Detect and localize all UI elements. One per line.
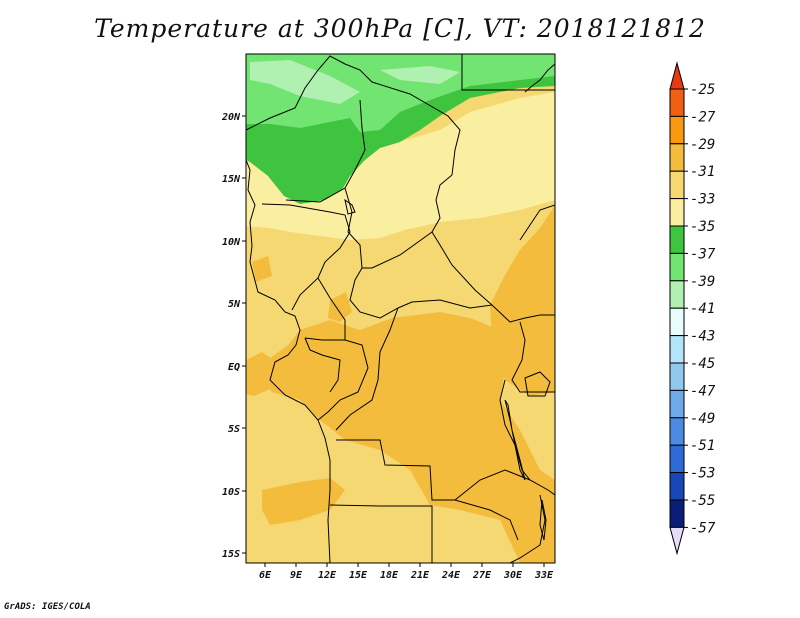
colorbar-top-arrow bbox=[669, 61, 685, 90]
colorbar-label: -29 bbox=[690, 137, 715, 153]
colorbar-swatch bbox=[669, 499, 685, 528]
border-libya bbox=[461, 54, 555, 91]
colorbar-swatch bbox=[669, 389, 685, 419]
border-car bbox=[349, 267, 493, 319]
lat-label: EQ bbox=[228, 362, 240, 373]
lake-malawi bbox=[539, 499, 547, 541]
map-frame bbox=[245, 53, 556, 564]
colorbar-swatch bbox=[669, 170, 685, 200]
map-panel bbox=[246, 54, 555, 563]
lat-label: 5S bbox=[228, 424, 240, 435]
border-ethiopia bbox=[519, 204, 555, 241]
colorbar-swatch bbox=[669, 444, 685, 474]
border-gabon bbox=[304, 337, 341, 393]
lon-label: 6E bbox=[259, 570, 272, 581]
colorbar-label: -31 bbox=[690, 164, 715, 180]
colorbar-swatch bbox=[669, 472, 685, 501]
colorbar-label: -25 bbox=[690, 82, 715, 98]
coastline-west bbox=[246, 159, 331, 563]
lon-label: 27E bbox=[472, 570, 492, 581]
field-light-yellow-north bbox=[246, 92, 555, 240]
colorbar-label: -33 bbox=[690, 192, 715, 208]
field-orange-patch-w2 bbox=[252, 256, 272, 282]
border-cameroon bbox=[304, 277, 346, 341]
border-mali-niger bbox=[246, 55, 461, 176]
lake-victoria bbox=[524, 371, 551, 397]
lat-label: 10S bbox=[222, 487, 240, 498]
colorbar-swatch bbox=[669, 335, 685, 364]
border-se bbox=[509, 494, 546, 563]
field-orange-congo bbox=[260, 312, 555, 563]
lat-label: 5N bbox=[228, 299, 241, 310]
border-east-2 bbox=[511, 321, 555, 393]
colorbar-swatch bbox=[669, 362, 685, 391]
colorbar-label: -51 bbox=[690, 438, 715, 454]
colorbar-label: -41 bbox=[690, 301, 715, 317]
lat-label: 10N bbox=[222, 237, 241, 248]
colorbar-label: -53 bbox=[690, 466, 715, 482]
colorbar-label: -37 bbox=[690, 246, 716, 262]
lat-label: 15S bbox=[222, 549, 240, 560]
colorbar-label: -57 bbox=[690, 520, 716, 536]
lon-label: 30E bbox=[503, 570, 523, 581]
lat-label: 15N bbox=[222, 174, 241, 185]
colorbar-swatch bbox=[669, 252, 685, 282]
lon-label: 33E bbox=[534, 570, 554, 581]
colorbar-label: -55 bbox=[690, 493, 715, 509]
field-orange-east bbox=[490, 205, 555, 396]
field-orange-south bbox=[262, 478, 345, 525]
colorbar-swatch bbox=[669, 307, 685, 337]
colorbar-label: -39 bbox=[690, 274, 715, 290]
border-nigeria bbox=[261, 203, 351, 311]
colorbar-swatch bbox=[669, 417, 685, 446]
colorbar-label: -35 bbox=[690, 219, 715, 235]
map-title: Temperature at 300hPa [C], VT: 201812181… bbox=[94, 14, 706, 43]
lon-label: 24E bbox=[441, 570, 461, 581]
border-drc bbox=[335, 307, 399, 431]
colorbar-swatch bbox=[669, 198, 685, 227]
lon-label: 15E bbox=[349, 570, 368, 581]
grads-credit: GrADS: IGES/COLA bbox=[4, 602, 91, 612]
lon-label: 18E bbox=[380, 570, 399, 581]
country-borders bbox=[246, 54, 555, 563]
colorbar-swatch bbox=[669, 88, 685, 117]
border-zambia bbox=[454, 469, 555, 501]
lat-label: 20N bbox=[221, 112, 241, 123]
border-chad bbox=[344, 187, 433, 269]
border-sahel bbox=[285, 99, 366, 203]
lon-label: 12E bbox=[318, 570, 337, 581]
colorbar-label: -47 bbox=[690, 383, 716, 399]
colorbar-label: -27 bbox=[690, 109, 716, 125]
colorbar-swatch bbox=[669, 143, 685, 172]
lon-axis bbox=[264, 563, 545, 567]
border-angola bbox=[336, 439, 519, 541]
colorbar-bottom-arrow bbox=[669, 526, 685, 556]
colorbar-label: -49 bbox=[690, 411, 715, 427]
field-pale-green bbox=[250, 60, 360, 104]
lon-label: 9E bbox=[290, 570, 303, 581]
field-orange-patch-central bbox=[328, 292, 352, 322]
colorbar: -25 -27 -29 -31 -33 -35 -37 -39 -41 -43 -45 -47 -49 -… bbox=[669, 61, 716, 556]
lon-label: 21E bbox=[410, 570, 430, 581]
field-orange-west bbox=[246, 352, 276, 396]
colorbar-label: -43 bbox=[690, 329, 715, 345]
colorbar-swatch bbox=[669, 280, 685, 309]
red-sea-coast bbox=[524, 63, 555, 93]
border-congo bbox=[317, 339, 369, 421]
border-sudan bbox=[431, 174, 555, 323]
border-angola-south bbox=[329, 504, 433, 563]
colorbar-label: -45 bbox=[690, 356, 715, 372]
lat-axis bbox=[242, 115, 246, 554]
colorbar-swatch bbox=[669, 115, 685, 145]
lake-tanganyika bbox=[504, 399, 526, 481]
lake-chad bbox=[344, 198, 356, 215]
field-pale-green-2 bbox=[380, 66, 460, 84]
colorbar-swatch bbox=[669, 225, 685, 254]
